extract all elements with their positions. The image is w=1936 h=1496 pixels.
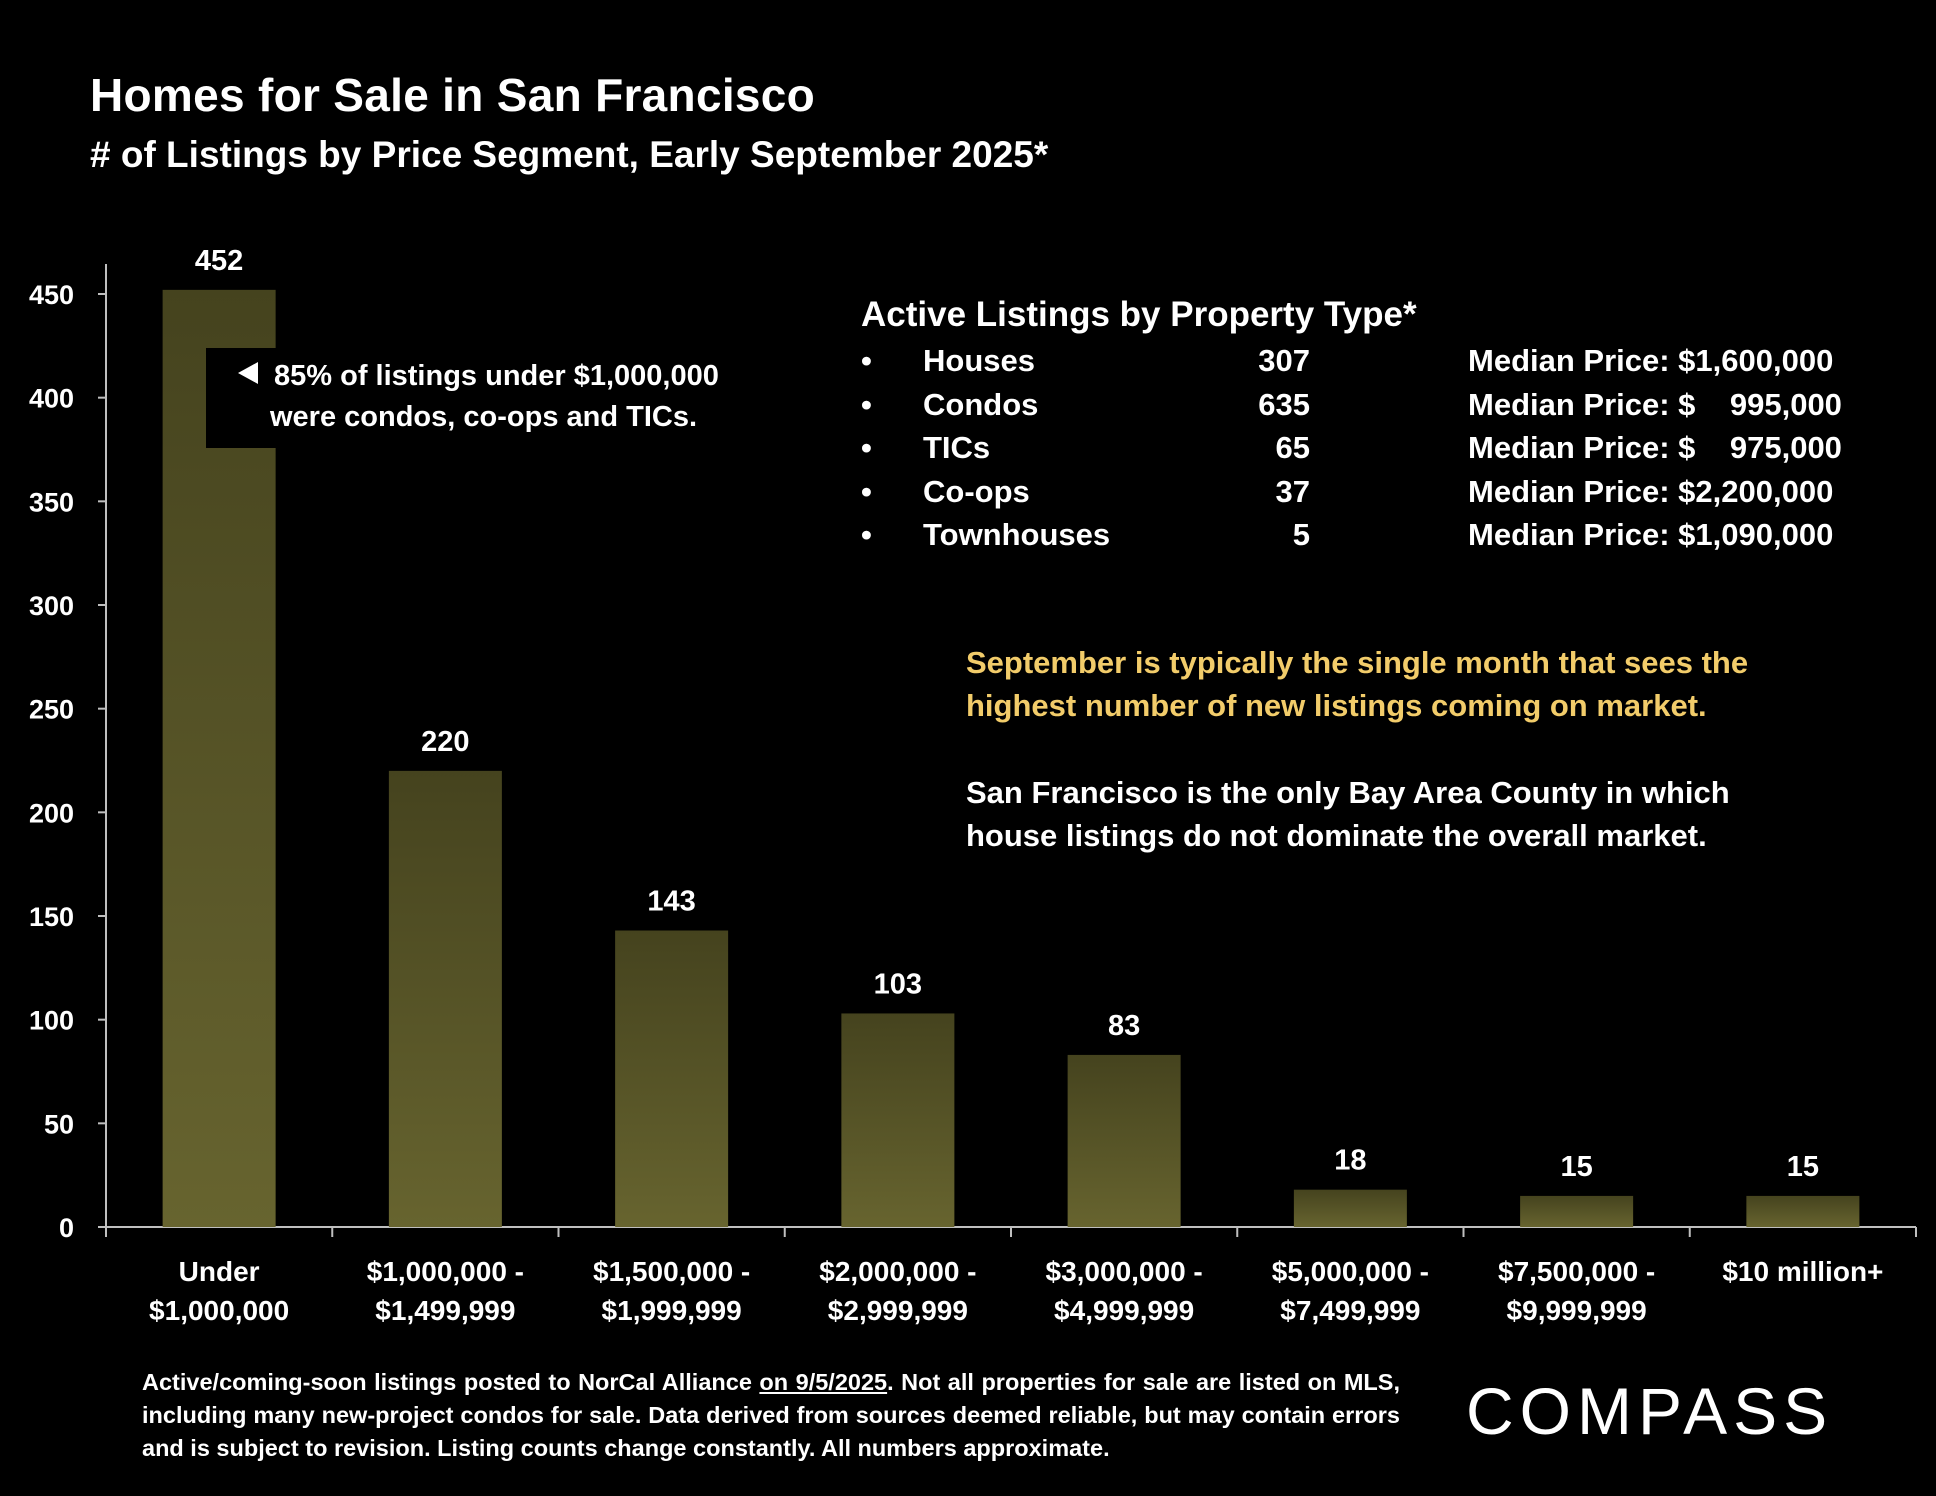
y-axis: 0 50 100 150 200 250 300 350 400 450	[29, 264, 107, 1243]
x-tick-label-line: $2,999,999	[828, 1295, 968, 1326]
property-type-count: 635	[1258, 386, 1310, 422]
sf-market-note-line-1: San Francisco is the only Bay Area Count…	[966, 775, 1730, 810]
september-note-line-2: highest number of new listings coming on…	[966, 688, 1707, 723]
property-type-count: 307	[1258, 343, 1310, 378]
x-tick-label-line: $7,499,999	[1280, 1295, 1420, 1326]
bar	[1293, 1189, 1407, 1227]
bar	[1067, 1054, 1181, 1227]
x-tick-label: $1,500,000 - $1,999,999	[593, 1256, 750, 1326]
y-tick-label: 300	[29, 591, 74, 621]
data-label: 83	[1108, 1010, 1140, 1042]
bar	[1520, 1195, 1634, 1227]
x-tick-label-line: $5,000,000 -	[1272, 1256, 1429, 1287]
bullet-icon: •	[861, 386, 872, 422]
median-price: Median Price: $2,200,000	[1468, 473, 1834, 509]
property-type-name: TICs	[923, 430, 991, 465]
callout-line-2: were condos, co-ops and TICs.	[270, 401, 698, 433]
x-tick-label: $3,000,000 - $4,999,999	[1046, 1256, 1203, 1326]
y-tick-label: 150	[29, 902, 74, 932]
page-title: Homes for Sale in San Francisco	[90, 69, 816, 121]
data-label: 15	[1787, 1151, 1819, 1183]
y-tick-label: 200	[29, 798, 74, 828]
median-price: Median Price: $ 995,000	[1468, 386, 1842, 422]
september-note: September is typically the single month …	[966, 641, 1748, 727]
compass-logo: COMPASS	[1466, 1378, 1833, 1442]
x-tick-label-line: $7,500,000 -	[1498, 1256, 1655, 1287]
callout-line-1: 85% of listings under $1,000,000	[274, 360, 719, 392]
x-tick-label-line: Under	[179, 1256, 260, 1287]
bar	[388, 770, 502, 1227]
property-type-name: Condos	[923, 386, 1039, 422]
property-type-name: Townhouses	[923, 517, 1111, 552]
x-tick-label-line: $10 million+	[1722, 1256, 1883, 1287]
property-type-row: • Houses 307 Median Price: $1,600,000	[861, 343, 1871, 383]
page-subtitle: # of Listings by Price Segment, Early Se…	[90, 134, 1049, 175]
x-tick-labels: Under $1,000,000$1,000,000 -$1,499,999$1,…	[149, 1256, 1883, 1326]
footnote-part-1: Active/coming-soon listings posted to No…	[142, 1369, 760, 1395]
bullet-icon: •	[861, 430, 872, 465]
x-tick-label-line: $9,999,999	[1507, 1295, 1647, 1326]
property-type-name: Houses	[923, 343, 1035, 378]
y-tick-label: 50	[44, 1109, 74, 1139]
bar	[841, 1013, 955, 1227]
bullet-icon: •	[861, 343, 872, 378]
x-tick-label-line: $1,499,999	[375, 1295, 515, 1326]
property-type-row: • Co-ops 37 Median Price: $2,200,000	[861, 474, 1871, 514]
x-tick-label: Under $1,000,000	[149, 1256, 289, 1326]
value-labels: 452 220 143 103 83 18 15 15	[195, 245, 1819, 1183]
x-tick-label-line: $4,999,999	[1054, 1295, 1194, 1326]
x-axis	[105, 1226, 1917, 1237]
data-label: 103	[874, 968, 922, 1000]
x-tick-label-line: $2,000,000 -	[819, 1256, 976, 1287]
median-price: Median Price: $1,600,000	[1468, 343, 1834, 378]
property-type-count: 5	[1292, 517, 1310, 552]
x-tick-label: $5,000,000 - $7,499,999	[1272, 1256, 1429, 1326]
x-tick-label: $10 million+	[1722, 1256, 1883, 1287]
median-price: Median Price: $1,090,000	[1468, 517, 1834, 552]
data-label: 452	[195, 245, 243, 277]
property-type-name: Co-ops	[923, 473, 1030, 509]
bar-chart: 0 50 100 150 200 250 300 350 400 450 452 220 143 103…	[29, 245, 1917, 1326]
property-type-row: • Condos 635 Median Price: $ 995,000	[861, 387, 1871, 427]
footnote-date: on 9/5/2025	[759, 1369, 888, 1395]
x-tick-label-line: $1,999,999	[602, 1295, 742, 1326]
y-tick-label: 250	[29, 695, 74, 725]
sf-market-note: San Francisco is the only Bay Area Count…	[966, 771, 1730, 857]
property-type-count: 37	[1275, 473, 1310, 509]
x-tick-label: $1,000,000 - $1,499,999	[367, 1256, 524, 1326]
y-tick-label: 400	[29, 384, 74, 414]
property-type-row: • TICs 65 Median Price: $ 975,000	[861, 430, 1871, 470]
bars	[162, 289, 1860, 1227]
x-tick-label: $7,500,000 - $9,999,999	[1498, 1256, 1655, 1326]
data-label: 220	[421, 726, 469, 758]
x-tick-label-line: $1,000,000 -	[367, 1256, 524, 1287]
footnote-part-2: . Not all properties for sale are listed…	[142, 1369, 1400, 1461]
bullet-icon: •	[861, 473, 872, 509]
x-tick-label-line: $3,000,000 -	[1046, 1256, 1203, 1287]
data-label: 15	[1560, 1151, 1592, 1183]
y-tick-label: 0	[59, 1213, 74, 1243]
data-label: 143	[647, 886, 695, 918]
bullet-icon: •	[861, 517, 872, 552]
bar	[615, 930, 729, 1227]
data-label: 18	[1334, 1145, 1366, 1177]
median-price: Median Price: $ 975,000	[1468, 430, 1842, 465]
x-tick-label: $2,000,000 - $2,999,999	[819, 1256, 976, 1326]
compass-logo-text: COMPASS	[1466, 1378, 1833, 1442]
footnote: Active/coming-soon listings posted to No…	[142, 1366, 1400, 1465]
sf-market-note-line-2: house listings do not dominate the overa…	[966, 818, 1707, 853]
y-tick-label: 350	[29, 487, 74, 517]
y-tick-label: 100	[29, 1006, 74, 1036]
property-type-count: 65	[1275, 430, 1310, 465]
y-tick-label: 450	[29, 280, 74, 310]
left-arrow-icon	[238, 362, 258, 384]
x-tick-label-line: $1,500,000 -	[593, 1256, 750, 1287]
x-tick-label-line: $1,000,000	[149, 1295, 289, 1326]
property-type-title: Active Listings by Property Type*	[861, 295, 1417, 334]
callout-box: 85% of listings under $1,000,000 were co…	[206, 348, 742, 448]
property-type-row: • Townhouses 5 Median Price: $1,090,000	[861, 517, 1871, 557]
september-note-line-1: September is typically the single month …	[966, 645, 1749, 680]
bar	[1746, 1195, 1860, 1227]
